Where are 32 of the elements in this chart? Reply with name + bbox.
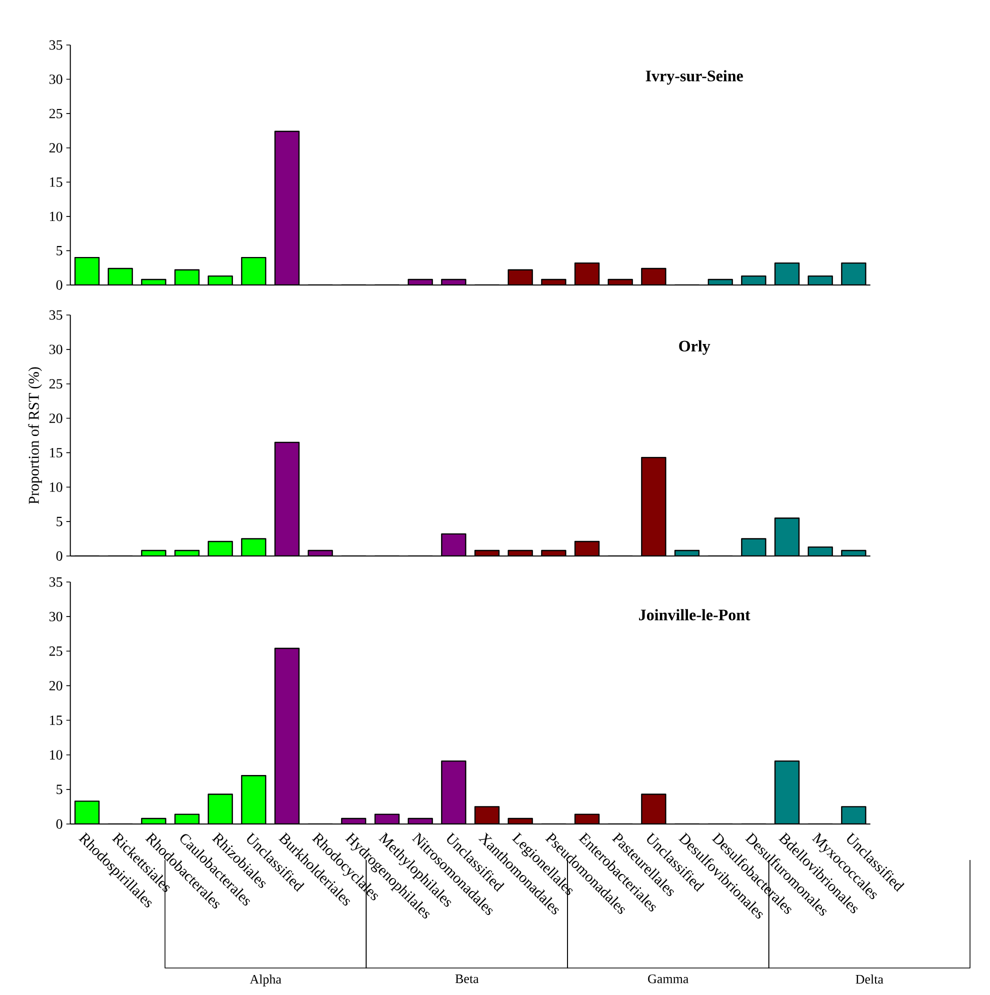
y-tick-label: 15 <box>50 716 62 725</box>
y-tick-label: 0 <box>56 819 62 829</box>
text: Alpha <box>250 974 282 986</box>
text: Delta <box>856 974 884 984</box>
y-tick-label: 15 <box>50 177 62 187</box>
y-tick-label: 5 <box>56 784 62 794</box>
y-tick-label: 10 <box>50 750 62 760</box>
text: Gamma <box>648 974 689 984</box>
y-tick-label: 5 <box>56 516 62 526</box>
y-tick-label: 20 <box>49 414 62 424</box>
text: Orly <box>679 340 710 355</box>
y-tick-label: 35 <box>49 577 62 587</box>
y-tick-label: 30 <box>49 612 62 622</box>
y-tick-label: 15 <box>50 448 62 458</box>
y-tick-label: 0 <box>56 280 62 290</box>
y-tick-label: 25 <box>49 108 62 118</box>
y-tick-label: 35 <box>49 310 62 320</box>
text: Joinville-le-Pont <box>639 609 750 620</box>
y-tick-label: 35 <box>49 40 62 50</box>
y-tick-label: 25 <box>49 379 62 389</box>
y-tick-label: 5 <box>56 246 62 256</box>
y-tick-label: 20 <box>49 143 62 153</box>
y-tick-label: 30 <box>49 74 62 84</box>
y-tick-label: 10 <box>50 212 62 222</box>
y-tick-label: 10 <box>50 482 62 492</box>
text: Beta <box>455 974 479 984</box>
y-axis-title: Proportion of RST (%) <box>28 367 42 504</box>
y-tick-label: 30 <box>49 344 62 354</box>
text: Ivry-sur-Seine <box>646 70 743 85</box>
y-tick-label: 25 <box>49 646 62 656</box>
y-tick-label: 0 <box>56 551 62 561</box>
y-tick-label: 20 <box>49 680 62 690</box>
